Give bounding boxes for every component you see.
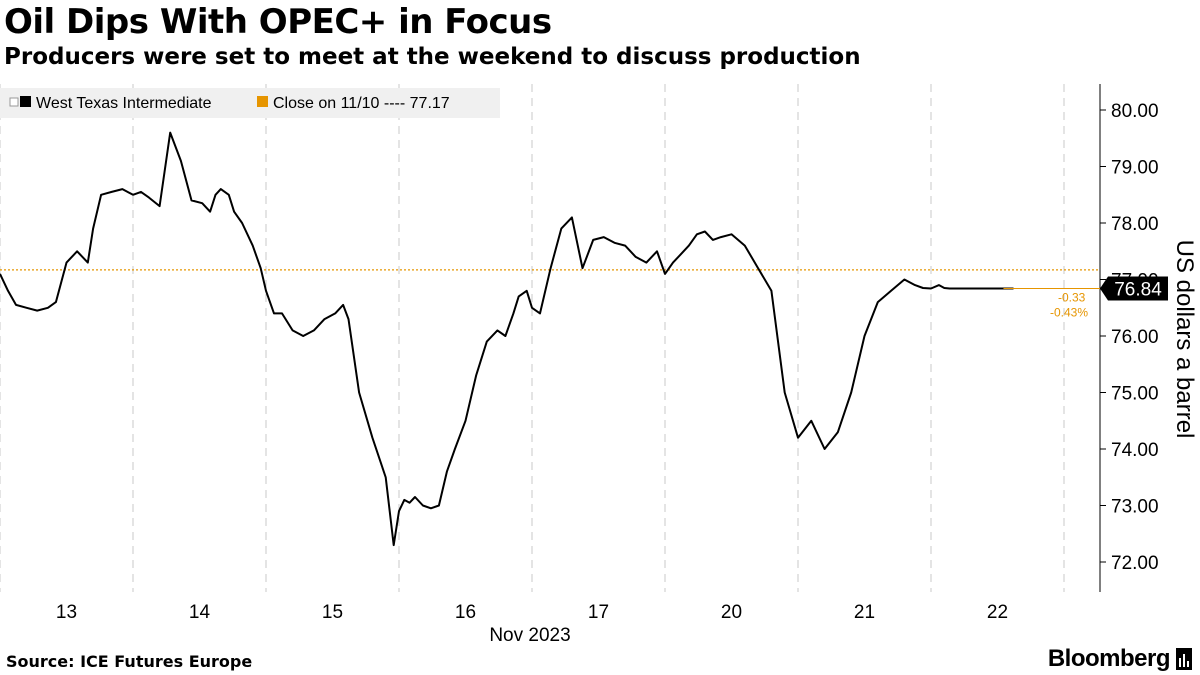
x-tick-label: 13: [56, 602, 77, 623]
brand-name: Bloomberg: [1047, 645, 1171, 672]
y-tick-label: 73.00: [1111, 497, 1159, 518]
legend-toggle-icon: [9, 97, 19, 107]
last-value-label: 76.84: [1114, 280, 1162, 301]
legend-swatch-close: [257, 96, 268, 107]
series-line-wti: [0, 131, 1014, 547]
y-axis-title: US dollars a barrel: [1171, 240, 1198, 439]
last-value-badge: [1100, 276, 1168, 301]
change-label: -0.33: [1058, 291, 1086, 305]
change-pct-label: -0.43%: [1050, 306, 1088, 320]
bloomberg-terminal-icon: [1176, 648, 1192, 670]
legend-label-wti: West Texas Intermediate: [36, 95, 212, 112]
chart-subtitle: Producers were set to meet at the weeken…: [4, 44, 861, 70]
legend-swatch-wti: [20, 96, 31, 107]
x-tick-label: 22: [987, 602, 1008, 623]
y-tick-label: 79.00: [1111, 158, 1159, 179]
y-tick-label: 80.00: [1111, 101, 1159, 122]
source-note: Source: ICE Futures Europe: [6, 652, 253, 671]
brand-logo: Bloomberg: [1048, 645, 1192, 673]
x-tick-label: 14: [189, 602, 211, 623]
x-tick-label: 20: [721, 602, 742, 623]
y-tick-label: 72.00: [1111, 553, 1159, 574]
x-axis-label: Nov 2023: [489, 625, 570, 646]
legend-label-close: Close on 11/10 ---- 77.17: [273, 95, 450, 112]
y-tick-label: 76.00: [1111, 327, 1159, 348]
y-tick-label: 78.00: [1111, 214, 1159, 235]
x-tick-label: 17: [588, 602, 609, 623]
x-tick-label: 16: [455, 602, 476, 623]
x-tick-label: 21: [854, 602, 875, 623]
x-tick-label: 15: [322, 602, 343, 623]
y-tick-label: 74.00: [1111, 440, 1159, 461]
chart-title: Oil Dips With OPEC+ in Focus: [4, 2, 552, 42]
legend-background: [0, 88, 500, 118]
y-tick-label: 75.00: [1111, 384, 1159, 405]
